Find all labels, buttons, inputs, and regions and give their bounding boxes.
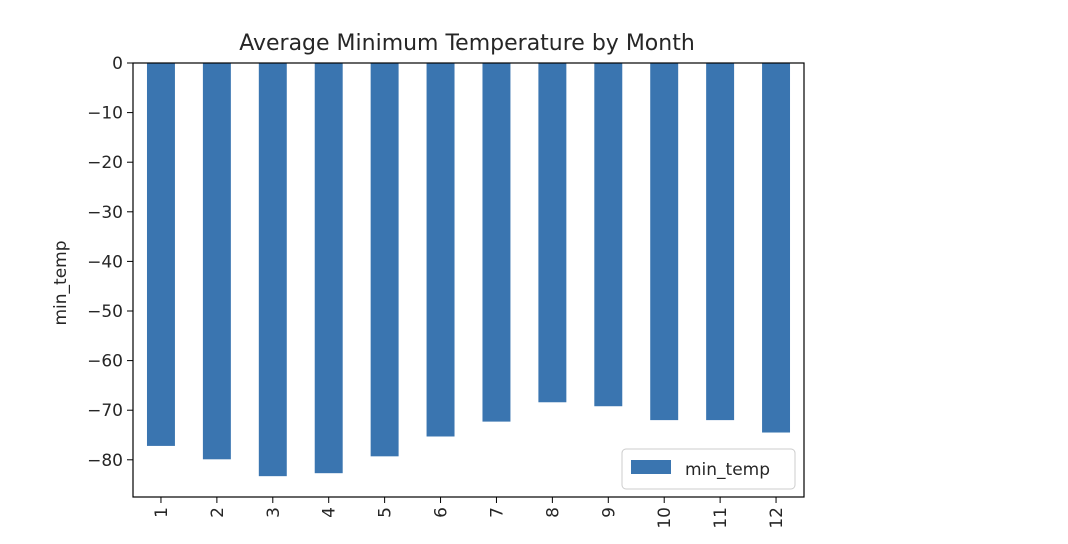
legend-swatch (631, 460, 671, 474)
x-tick-label: 5 (376, 507, 396, 518)
legend-label: min_temp (685, 460, 770, 480)
x-tick-label: 7 (487, 507, 507, 518)
bar-month-7 (482, 63, 511, 422)
y-tick-label: −60 (87, 352, 123, 372)
bar-month-2 (202, 63, 231, 460)
bar-month-9 (594, 63, 623, 407)
x-tick-label: 12 (767, 507, 787, 529)
y-tick-label: −30 (87, 203, 123, 223)
y-axis-label: min_temp (51, 240, 71, 325)
bar-month-10 (650, 63, 679, 421)
legend-box (621, 448, 796, 490)
x-tick-label: 4 (320, 507, 340, 518)
bar-month-4 (314, 63, 343, 474)
bar-month-6 (426, 63, 455, 437)
bar-month-12 (762, 63, 791, 433)
chart-title: Average Minimum Temperature by Month (239, 31, 695, 56)
x-tick-label: 10 (655, 507, 675, 529)
bar-month-5 (370, 63, 399, 457)
y-tick-label: −40 (87, 252, 123, 272)
y-tick-label: 0 (112, 54, 123, 74)
x-tick-label: 9 (599, 507, 619, 518)
x-tick-label: 6 (432, 507, 452, 518)
x-tick-label: 1 (152, 507, 172, 518)
bar-month-11 (706, 63, 735, 421)
x-tick-label: 3 (264, 507, 284, 518)
x-tick-label: 2 (208, 507, 228, 518)
bar-month-1 (146, 63, 175, 446)
bar-month-8 (538, 63, 567, 403)
plot-frame (132, 62, 805, 498)
y-tick-label: −70 (87, 401, 123, 421)
legend: min_temp (621, 448, 796, 490)
y-tick-label: −10 (87, 104, 123, 124)
x-axis-ticks: 1 2 3 4 5 6 7 8 9 10 11 12 (152, 497, 787, 529)
y-tick-label: −80 (87, 451, 123, 471)
y-tick-label: −50 (87, 302, 123, 322)
bar-month-3 (258, 63, 287, 477)
x-tick-label: 11 (711, 507, 731, 529)
y-axis-ticks: 0 −10 −20 −30 −40 −50 −60 −70 −80 (87, 54, 133, 471)
y-tick-label: −20 (87, 153, 123, 173)
bars-group (146, 63, 791, 477)
x-tick-label: 8 (543, 507, 563, 518)
